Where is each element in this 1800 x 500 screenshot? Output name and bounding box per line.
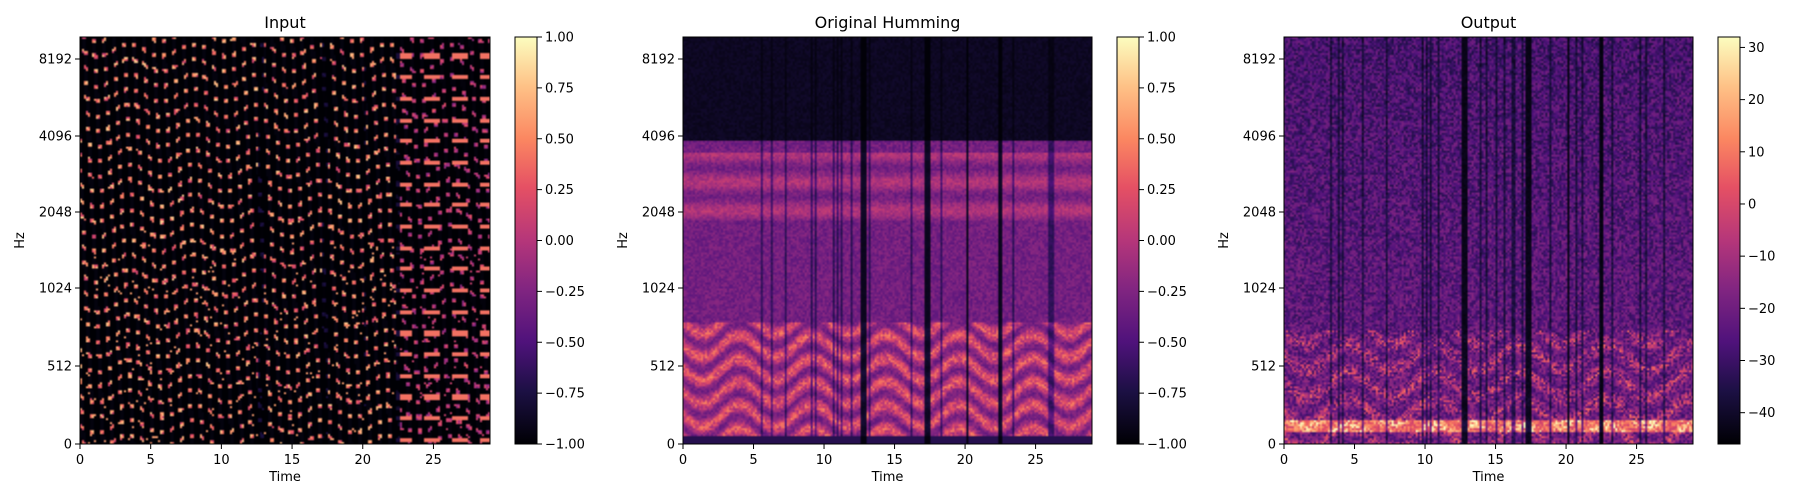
colorbar-tick-label: 0.50 xyxy=(545,132,574,147)
x-tick-label: 25 xyxy=(1027,453,1044,468)
x-tick-label: 10 xyxy=(816,453,833,468)
x-tick-label: 15 xyxy=(886,453,903,468)
colorbar-tick-label: −10 xyxy=(1748,250,1775,265)
colorbar-tick-label: −0.50 xyxy=(1147,336,1187,351)
plot-frame xyxy=(1283,36,1694,445)
y-tick-label: 8192 xyxy=(642,53,675,68)
y-tick-label: 0 xyxy=(667,438,675,453)
x-tick-label: 20 xyxy=(957,453,974,468)
plot-frame xyxy=(682,36,1093,445)
x-tick-label: 15 xyxy=(284,453,301,468)
x-tick-label: 20 xyxy=(354,453,371,468)
panel-1: Input 0 5 10 15 20 25 Time 0 512 1024 2048 4096 8192 H… xyxy=(13,13,585,485)
colorbar-tick-label: 0.75 xyxy=(1147,81,1176,96)
y-tick-label: 8192 xyxy=(39,53,72,68)
x-axis-label: Time xyxy=(1472,470,1505,485)
y-tick-label: 1024 xyxy=(1243,282,1276,297)
x-tick-label: 10 xyxy=(1417,453,1434,468)
x-axis-label: Time xyxy=(871,470,904,485)
x-tick-label: 0 xyxy=(1280,453,1288,468)
plot-frame xyxy=(79,36,491,445)
panel-2: Original Humming 0 5 10 15 20 25 Time 0 512 1024 20… xyxy=(616,13,1187,485)
x-axis-label: Time xyxy=(268,470,301,485)
colorbar-tick-label: 0.00 xyxy=(545,234,574,249)
colorbar xyxy=(1117,37,1139,444)
colorbar xyxy=(515,37,537,444)
colorbar-tick-label: 20 xyxy=(1748,93,1765,108)
y-tick-label: 8192 xyxy=(1243,53,1276,68)
x-tick-label: 10 xyxy=(213,453,230,468)
colorbar-tick-label: −1.00 xyxy=(1147,438,1187,453)
x-tick-label: 25 xyxy=(1628,453,1645,468)
colorbar-tick-label: −40 xyxy=(1748,406,1775,421)
chart-title: Original Humming xyxy=(815,13,961,32)
colorbar-tick-label: −30 xyxy=(1748,354,1775,369)
y-tick-label: 4096 xyxy=(642,130,675,145)
x-tick-label: 25 xyxy=(425,453,442,468)
x-tick-label: 0 xyxy=(76,453,84,468)
y-axis-label: Hz xyxy=(616,232,631,249)
y-tick-label: 2048 xyxy=(1243,206,1276,221)
colorbar-tick-label: 0 xyxy=(1748,197,1756,212)
chart-title: Input xyxy=(264,13,305,32)
colorbar-tick-label: −0.75 xyxy=(545,387,585,402)
colorbar-tick-label: 0.25 xyxy=(1147,183,1176,198)
colorbar-tick-label: −20 xyxy=(1748,302,1775,317)
y-tick-label: 2048 xyxy=(642,206,675,221)
x-tick-label: 5 xyxy=(1350,453,1358,468)
y-tick-label: 512 xyxy=(1251,360,1276,375)
colorbar-tick-label: 0.25 xyxy=(545,183,574,198)
y-tick-label: 512 xyxy=(47,360,72,375)
colorbar-tick-label: 10 xyxy=(1748,145,1765,160)
colorbar-tick-label: 30 xyxy=(1748,41,1765,56)
y-tick-label: 0 xyxy=(64,438,72,453)
colorbar-tick-label: −0.50 xyxy=(545,336,585,351)
colorbar-tick-label: 1.00 xyxy=(1147,31,1176,46)
colorbar-tick-label: −0.25 xyxy=(1147,285,1187,300)
y-axis-label: Hz xyxy=(13,232,28,249)
colorbar xyxy=(1718,37,1740,444)
colorbar-tick-label: −1.00 xyxy=(545,438,585,453)
y-tick-label: 0 xyxy=(1268,438,1276,453)
spectrogram-image xyxy=(1284,37,1693,444)
colorbar-frame xyxy=(1717,36,1741,445)
x-tick-label: 5 xyxy=(749,453,757,468)
colorbar-tick-label: 1.00 xyxy=(545,31,574,46)
y-tick-label: 4096 xyxy=(1243,130,1276,145)
y-tick-label: 512 xyxy=(650,360,675,375)
y-tick-label: 1024 xyxy=(642,282,675,297)
spectrogram-image xyxy=(683,37,1092,444)
x-tick-label: 20 xyxy=(1558,453,1575,468)
y-axis-label: Hz xyxy=(1217,232,1232,249)
colorbar-tick-label: 0.75 xyxy=(545,81,574,96)
colorbar-tick-label: 0.50 xyxy=(1147,132,1176,147)
spectrogram-image xyxy=(80,37,490,444)
x-tick-label: 0 xyxy=(679,453,687,468)
x-tick-label: 5 xyxy=(147,453,155,468)
y-tick-label: 1024 xyxy=(39,282,72,297)
y-tick-label: 4096 xyxy=(39,130,72,145)
colorbar-tick-label: −0.75 xyxy=(1147,387,1187,402)
colorbar-tick-label: −0.25 xyxy=(545,285,585,300)
panel-3: Output 0 5 10 15 20 25 Time 0 512 1024 2048 4096 8192… xyxy=(1217,13,1775,485)
colorbar-tick-label: 0.00 xyxy=(1147,234,1176,249)
y-tick-label: 2048 xyxy=(39,206,72,221)
x-tick-label: 15 xyxy=(1487,453,1504,468)
chart-title: Output xyxy=(1461,13,1517,32)
